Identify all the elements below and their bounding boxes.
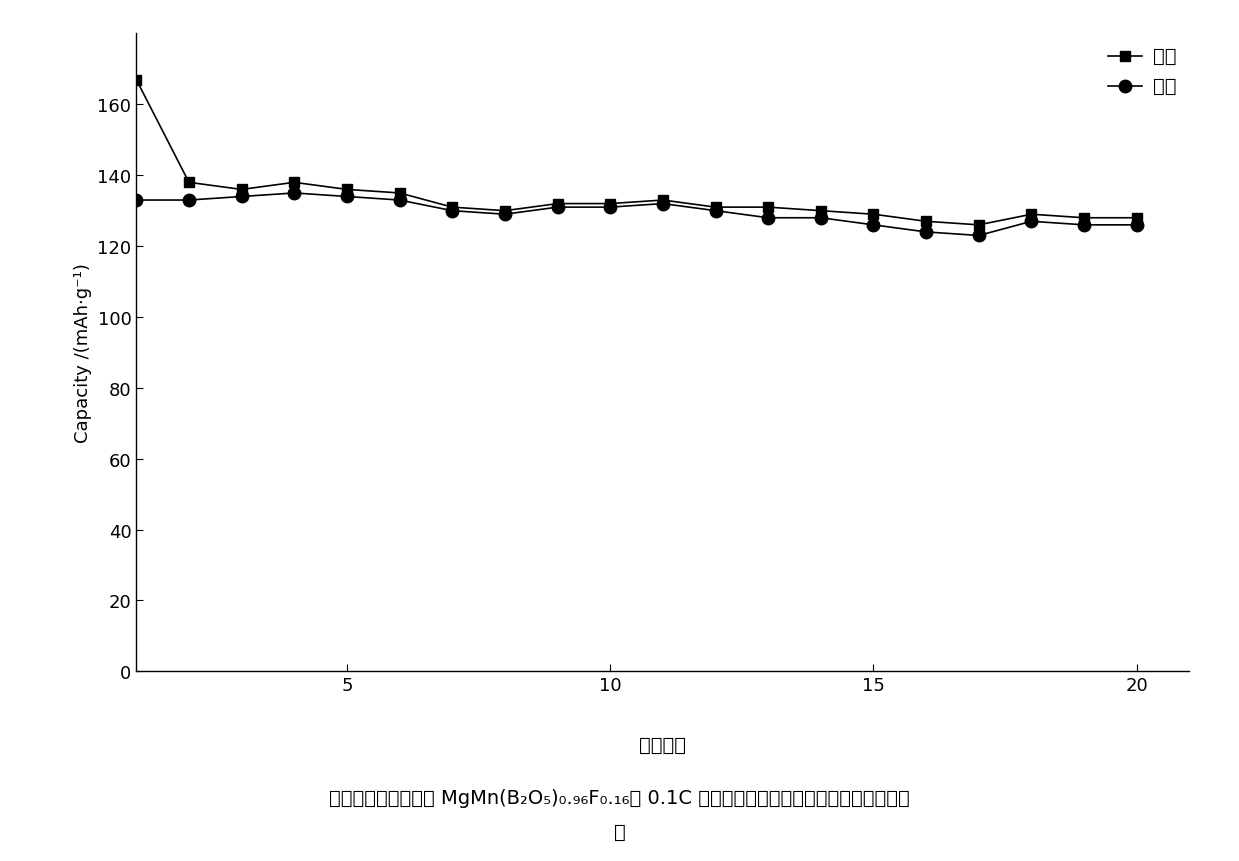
放电 [814,214,829,224]
Text: 线: 线 [613,822,626,841]
充电 [655,195,670,206]
充电 [445,202,460,213]
充电 [339,185,354,195]
充电 [234,185,249,195]
充电 [498,207,513,217]
放电 [234,192,249,202]
放电 [1130,220,1145,231]
Legend: 充电, 放电: 充电, 放电 [1101,41,1182,102]
充电 [1077,214,1092,224]
充电 [814,207,829,217]
放电 [339,192,354,202]
充电 [709,202,724,213]
充电 [287,178,302,189]
充电 [761,202,776,213]
Line: 放电: 放电 [130,188,1144,243]
放电 [445,207,460,217]
放电 [602,202,617,213]
放电 [498,210,513,220]
放电 [866,220,881,231]
充电 [971,220,986,231]
放电 [971,231,986,241]
放电 [709,207,724,217]
充电 [1025,210,1040,220]
充电 [919,217,934,227]
放电 [761,214,776,224]
Y-axis label: Capacity /(mAh·g⁻¹): Capacity /(mAh·g⁻¹) [74,263,92,443]
充电 [181,178,196,189]
放电 [919,227,934,238]
放电 [392,195,406,206]
Line: 充电: 充电 [131,76,1141,231]
X-axis label: 循环次数: 循环次数 [639,735,686,754]
放电 [129,195,144,206]
Text: 镁离子电池正极材料 MgMn(B₂O₅)₀.₉₆F₀.₁₆在 0.1C 的充放电电流下前二十周的充放电容量曲: 镁离子电池正极材料 MgMn(B₂O₅)₀.₉₆F₀.₁₆在 0.1C 的充放电… [330,788,909,807]
充电 [1130,214,1145,224]
充电 [129,75,144,85]
放电 [1077,220,1092,231]
充电 [550,199,565,209]
放电 [287,189,302,199]
放电 [655,199,670,209]
放电 [181,195,196,206]
充电 [392,189,406,199]
充电 [602,199,617,209]
放电 [550,202,565,213]
放电 [1025,217,1040,227]
充电 [866,210,881,220]
